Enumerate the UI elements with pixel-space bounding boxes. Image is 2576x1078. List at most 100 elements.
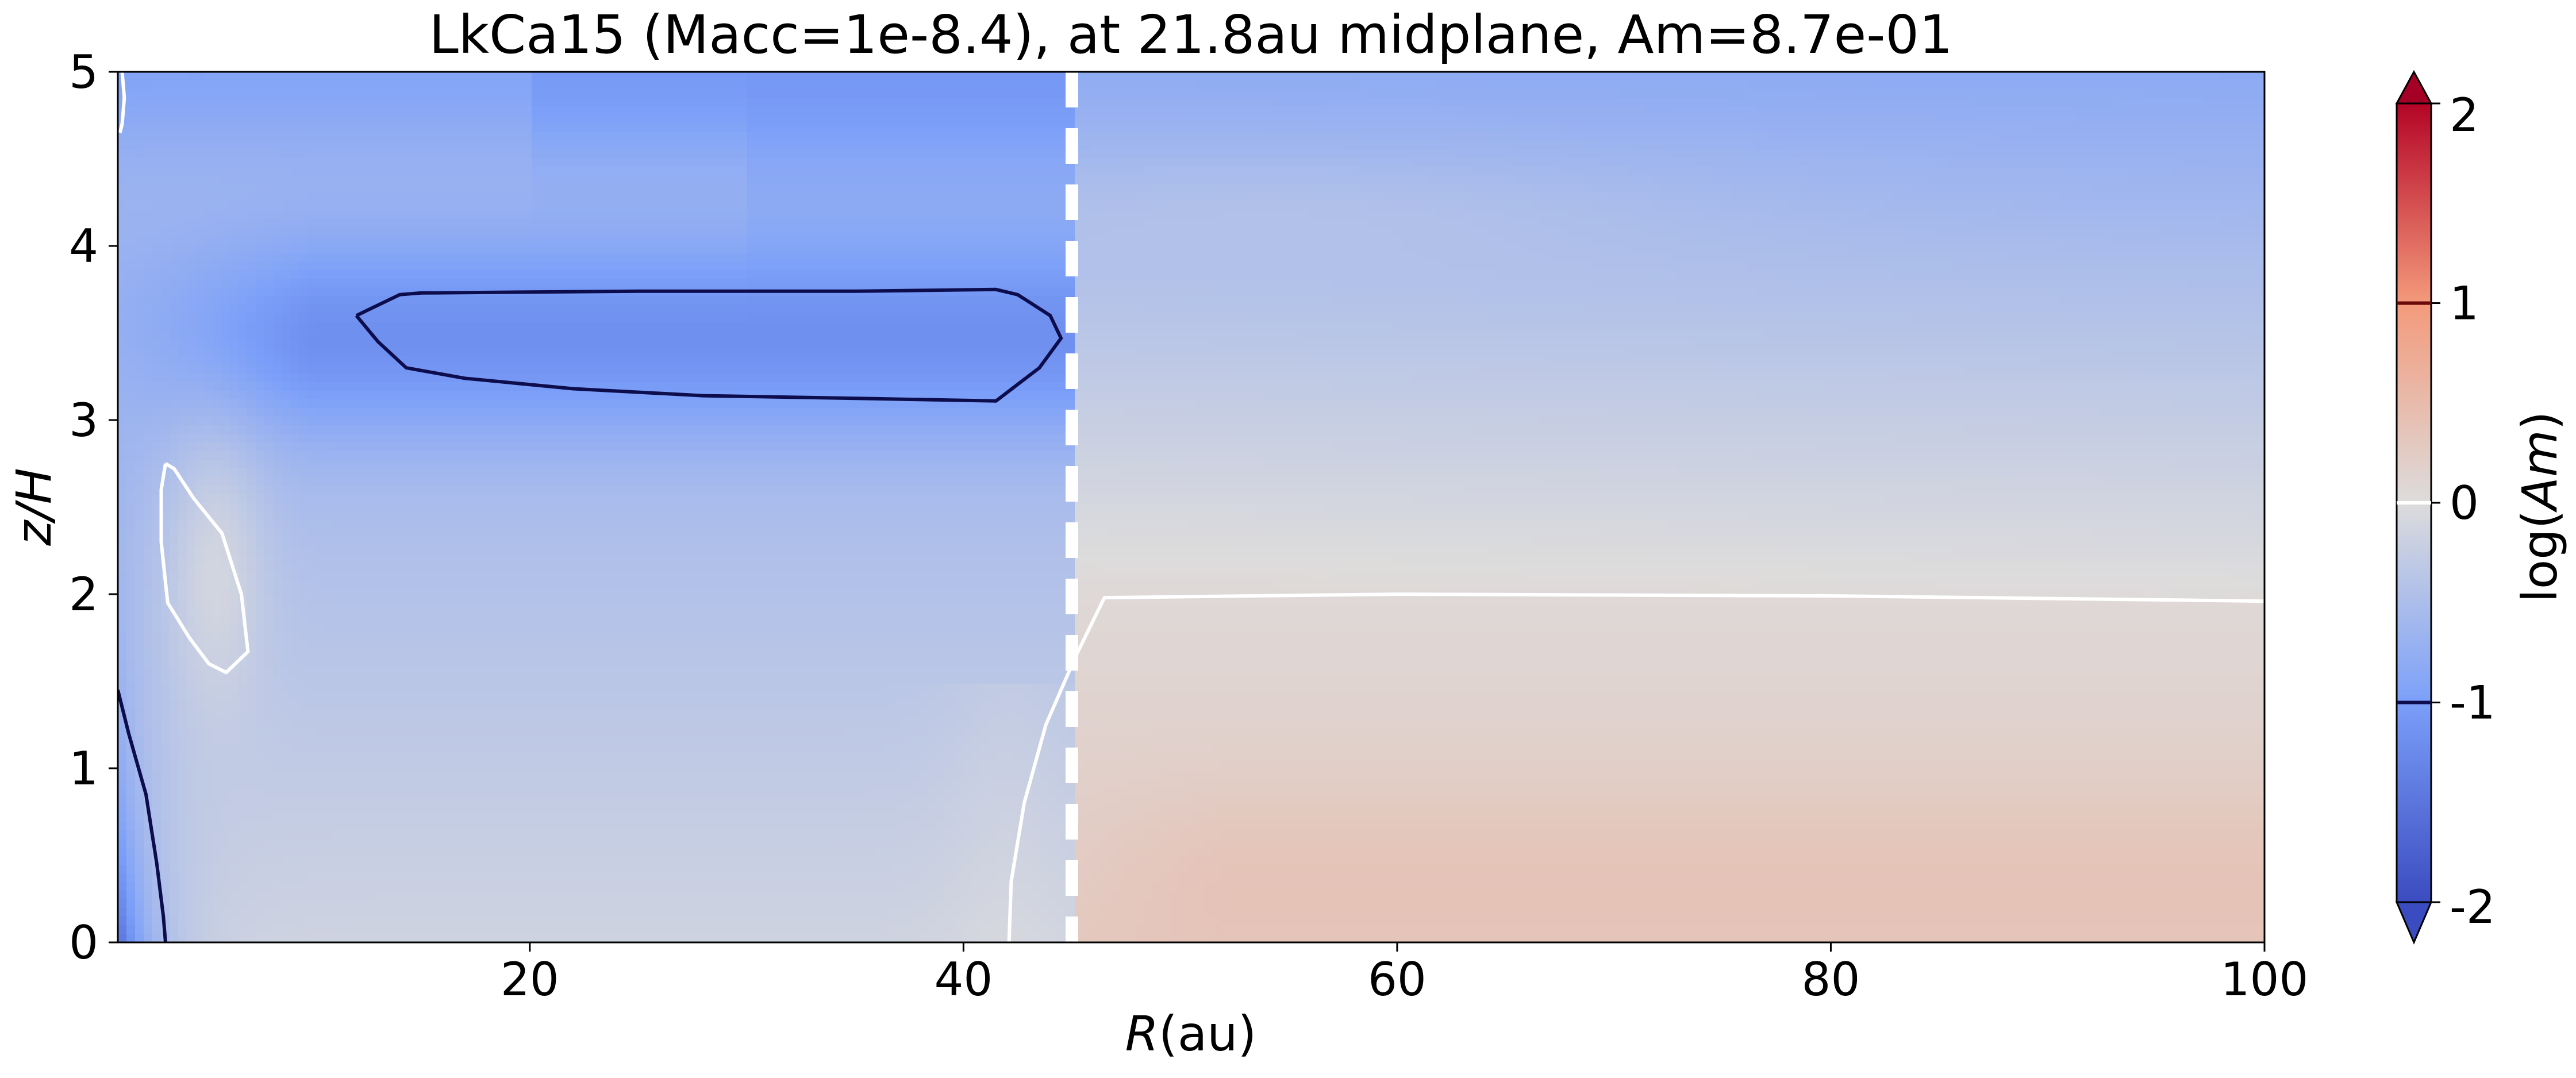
- field-cell: [463, 511, 472, 521]
- field-cell: [118, 727, 127, 736]
- field-cell: [428, 589, 437, 598]
- field-cell: [239, 399, 248, 409]
- field-cell: [144, 658, 153, 667]
- field-cell: [402, 270, 412, 279]
- field-cell: [290, 503, 299, 512]
- field-cell: [359, 391, 368, 400]
- field-cell: [135, 184, 144, 193]
- field-cell: [230, 442, 239, 452]
- field-cell: [290, 261, 299, 271]
- field-cell: [126, 89, 136, 98]
- field-cell: [497, 830, 506, 840]
- field-cell: [135, 675, 144, 684]
- field-cell: [213, 124, 222, 133]
- field-cell: [489, 606, 498, 615]
- field-cell: [385, 555, 394, 564]
- field-cell: [385, 770, 394, 779]
- field-cell: [135, 520, 144, 529]
- field-cell: [126, 391, 136, 400]
- field-cell: [290, 882, 299, 891]
- field-cell: [290, 925, 299, 934]
- field-cell: [187, 830, 196, 840]
- field-cell: [256, 210, 265, 219]
- field-cell: [368, 744, 377, 753]
- field-cell: [247, 856, 256, 865]
- field-cell: [195, 925, 205, 934]
- field-cell: [480, 546, 489, 555]
- field-cell: [230, 701, 239, 710]
- field-cell: [126, 675, 136, 684]
- field-cell: [420, 891, 429, 900]
- field-cell: [290, 80, 299, 90]
- field-cell: [385, 615, 394, 624]
- field-cell: [170, 813, 179, 822]
- field-cell: [411, 442, 420, 452]
- field-cell: [152, 486, 162, 495]
- field-cell: [454, 779, 463, 788]
- field-cell: [264, 279, 274, 288]
- field-cell: [368, 675, 377, 684]
- field-cell: [402, 882, 412, 891]
- field-cell: [264, 899, 274, 908]
- field-cell: [376, 382, 386, 391]
- field-cell: [342, 779, 351, 788]
- field-cell: [264, 382, 274, 391]
- field-cell: [204, 244, 213, 253]
- field-cell: [144, 158, 153, 167]
- field-cell: [264, 348, 274, 357]
- field-cell: [489, 89, 498, 98]
- field-cell: [152, 210, 162, 219]
- field-cell: [307, 434, 317, 443]
- field-cell: [523, 701, 532, 710]
- field-cell: [126, 770, 136, 779]
- field-cell: [506, 425, 515, 434]
- field-cell: [135, 382, 144, 391]
- field-cell: [376, 175, 386, 184]
- field-cell: [221, 779, 230, 788]
- field-cell: [152, 167, 162, 176]
- field-cell: [118, 305, 127, 314]
- field-cell: [135, 124, 144, 133]
- field-cell: [506, 210, 515, 219]
- field-cell: [126, 296, 136, 305]
- field-cell: [290, 313, 299, 322]
- field-cell: [411, 98, 420, 107]
- field-cell: [256, 218, 265, 228]
- field-cell: [195, 779, 205, 788]
- field-cell: [351, 710, 360, 719]
- field-cell: [497, 580, 506, 590]
- field-cell: [144, 305, 153, 314]
- field-cell: [368, 442, 377, 452]
- field-cell: [239, 167, 248, 176]
- field-cell: [152, 813, 162, 822]
- field-cell: [385, 305, 394, 314]
- field-cell: [333, 339, 343, 348]
- field-cell: [394, 623, 403, 633]
- field-cell: [273, 856, 282, 865]
- field-cell: [290, 580, 299, 590]
- field-cell: [118, 667, 127, 676]
- field-cell: [144, 598, 153, 607]
- field-cell: [170, 899, 179, 908]
- field-cell: [161, 236, 170, 245]
- field-cell: [299, 632, 308, 641]
- field-cell: [126, 761, 136, 771]
- field-cell: [342, 632, 351, 641]
- field-cell: [342, 184, 351, 193]
- field-cell: [126, 330, 136, 340]
- field-cell: [299, 391, 308, 400]
- field-cell: [420, 779, 429, 788]
- field-cell: [161, 80, 170, 90]
- field-cell: [256, 796, 265, 805]
- field-cell: [420, 98, 429, 107]
- field-cell: [221, 813, 230, 822]
- field-cell: [480, 925, 489, 934]
- field-cell: [221, 658, 230, 667]
- field-cell: [497, 891, 506, 900]
- field-cell: [445, 322, 455, 331]
- field-cell: [299, 520, 308, 529]
- field-cell: [506, 787, 515, 796]
- field-cell: [368, 270, 377, 279]
- field-cell: [445, 684, 455, 693]
- field-cell: [489, 149, 498, 159]
